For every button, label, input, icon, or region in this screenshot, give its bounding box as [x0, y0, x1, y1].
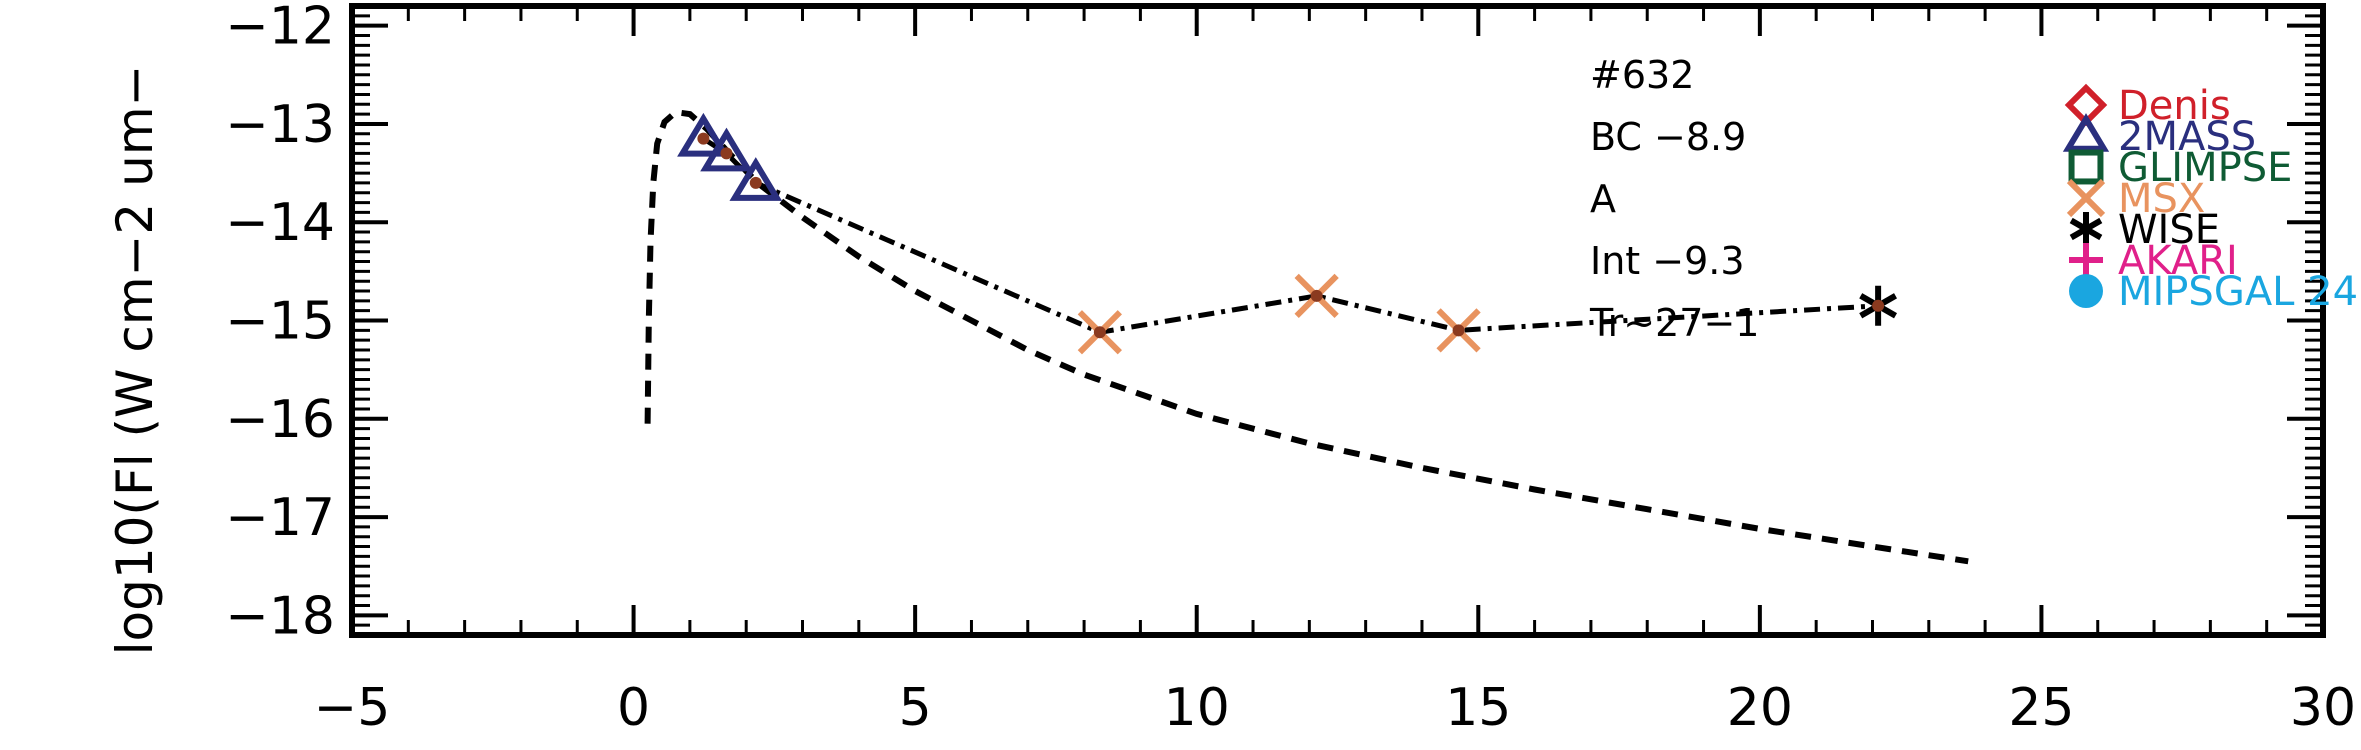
legend-label-msx: MSX — [2118, 176, 2205, 222]
y-tick-label: −17 — [225, 488, 335, 548]
legend-marker-2mass-shape — [2062, 113, 2110, 152]
x-tick-label: −5 — [314, 678, 391, 738]
legend-marker-akari — [2069, 243, 2103, 277]
legend-marker-mipsgal-24 — [2069, 274, 2103, 308]
legend-marker-glimpse-shape — [2068, 149, 2104, 185]
2mass-point-center — [697, 132, 710, 145]
wise-point-center — [1872, 299, 1885, 312]
2mass-point-shape — [677, 112, 730, 157]
x-tick-label: 5 — [899, 678, 932, 738]
x-tick-label: 20 — [1727, 678, 1793, 738]
2mass-point-shape — [700, 127, 753, 172]
annotation-layer: #632 BC −8.9 A Int −9.3 Tr~27−1 — [1589, 53, 1759, 345]
annotation-line: BC −8.9 — [1590, 115, 1746, 159]
msx-point-center — [1452, 324, 1465, 337]
y-tick-label: −12 — [225, 0, 335, 57]
x-tick-label: 0 — [617, 678, 650, 738]
legend-marker-mipsgal-24-shape — [2069, 274, 2103, 308]
msx-point-center — [1093, 326, 1106, 339]
legend-marker-msx — [2066, 178, 2106, 218]
legend-label-2mass: 2MASS — [2118, 114, 2256, 160]
y-tick-label: −15 — [225, 292, 335, 352]
2mass-point — [729, 157, 783, 201]
2mass-point — [677, 112, 730, 157]
legend-label-akari: AKARI — [2118, 238, 2238, 284]
x-tick-label: 25 — [2008, 678, 2074, 738]
annotation-line: #632 — [1590, 53, 1694, 97]
legend-label-denis: Denis — [2118, 83, 2231, 129]
legend-marker-glimpse — [2068, 149, 2104, 185]
x-tick-label: 15 — [1445, 678, 1511, 738]
y-tick-label: −13 — [225, 95, 335, 155]
2mass-point — [700, 127, 753, 172]
2mass-point-center — [749, 176, 762, 189]
annotation-line: Tr~27−1 — [1589, 301, 1759, 345]
legend-label-wise: WISE — [2118, 207, 2220, 253]
x-tick-label: 10 — [1164, 678, 1230, 738]
2mass-point-shape — [729, 157, 783, 201]
annotation-line: Int −9.3 — [1590, 239, 1745, 283]
model-curve — [644, 108, 1969, 565]
annotation-line: A — [1590, 177, 1616, 221]
y-tick-label: −14 — [225, 193, 335, 253]
legend-marker-2mass — [2062, 113, 2110, 152]
legend-marker-wise-stroke-c — [2069, 217, 2103, 241]
msx-point-center — [1310, 289, 1323, 302]
legend-label-mipsgal-24: MIPSGAL 24 — [2118, 269, 2358, 315]
y-axis-label: log10(Fl (W cm−2 um− — [106, 65, 164, 656]
legend-label-glimpse: GLIMPSE — [2118, 145, 2292, 191]
2mass-point-center — [720, 147, 733, 160]
x-tick-label: 30 — [2290, 678, 2356, 738]
legend-marker-wise — [2069, 212, 2103, 246]
y-tick-label: −18 — [225, 586, 335, 646]
data-points-layer — [677, 112, 1898, 355]
axes-layer — [349, 3, 2326, 638]
plot-frame — [349, 3, 2326, 638]
legend-marker-msx-stroke-b — [2066, 178, 2106, 218]
tick-labels-layer: −5 0 5 10 15 20 25 30 −18 −17 −16 −15 −14 −13 −12 — [225, 0, 2356, 738]
model-curve-layer — [644, 108, 1969, 565]
y-axis-label-layer: log10(Fl (W cm−2 um− — [106, 65, 164, 656]
y-tick-label: −16 — [225, 390, 335, 450]
